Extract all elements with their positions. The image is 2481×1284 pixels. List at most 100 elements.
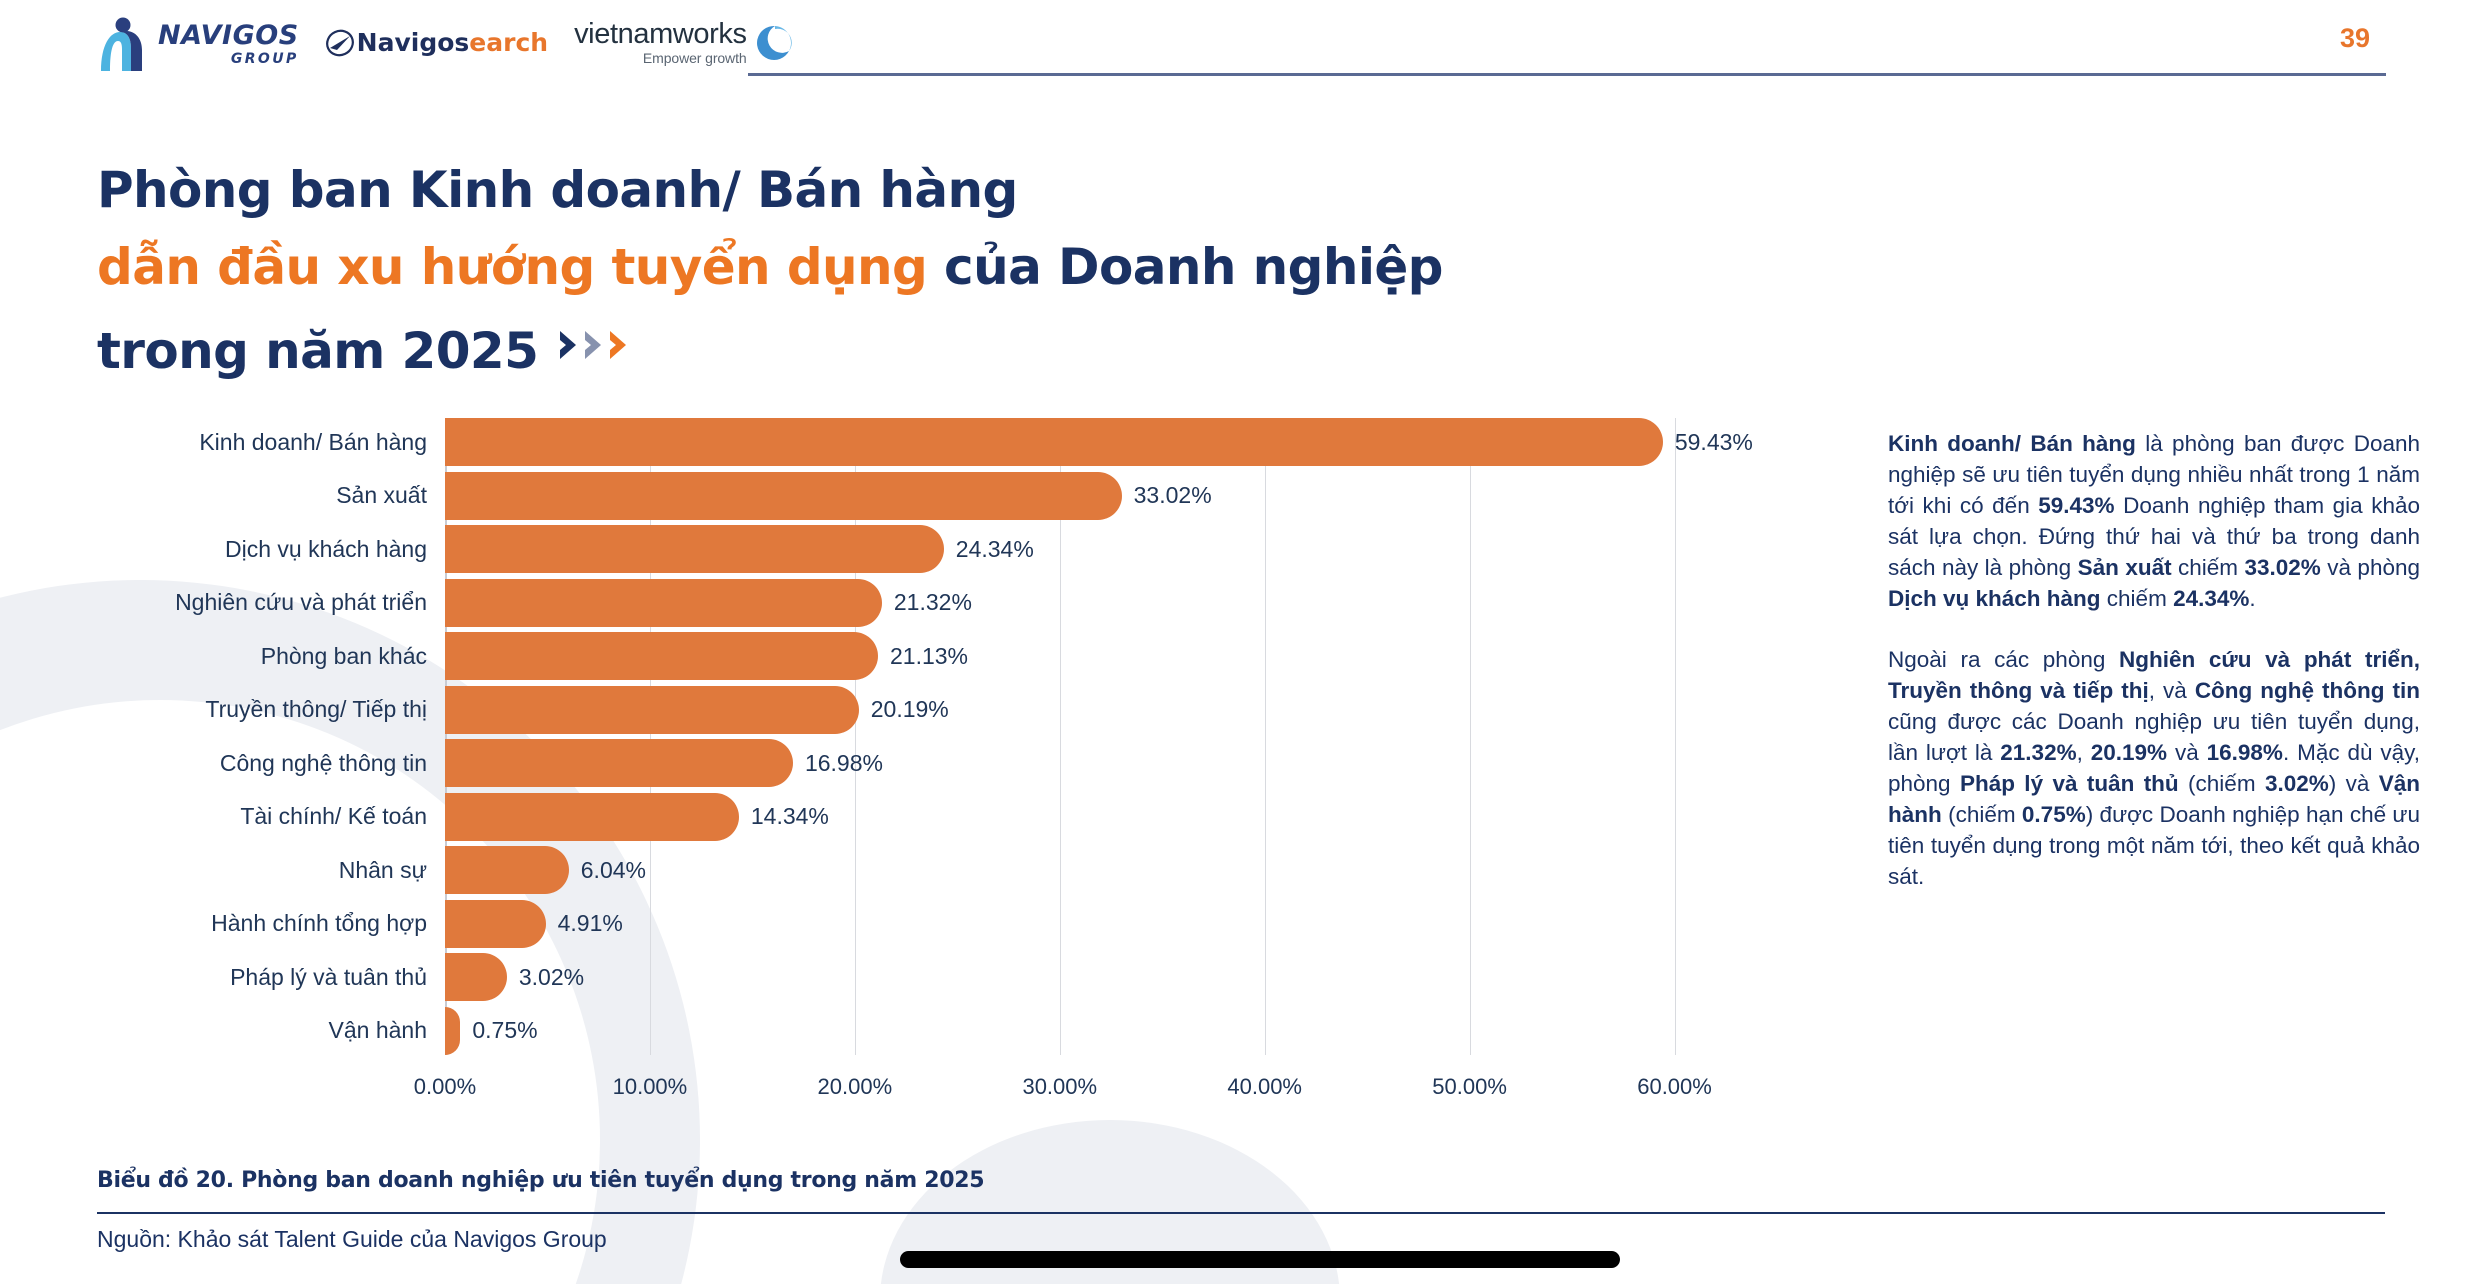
chart-x-tick-label: 50.00%	[1432, 1074, 1507, 1099]
chart-bar-row[interactable]: Nghiên cứu và phát triển 21.32%	[97, 578, 1777, 627]
chart-category-label: Dịch vụ khách hàng	[224, 535, 427, 562]
home-indicator-bar[interactable]	[900, 1251, 1620, 1268]
navigos-group-logo: NAVIGOS GROUP	[98, 12, 299, 74]
chart-bar[interactable]	[445, 578, 882, 627]
page-header: NAVIGOS GROUP Navigosearch vietnamwork	[0, 0, 2481, 96]
chart-bar-value-label: 14.34%	[750, 803, 829, 830]
chart-bar[interactable]	[445, 685, 859, 734]
title-line-2-rest: của Doanh nghiệp	[927, 238, 1443, 296]
chart-bar-value-label: 20.19%	[870, 696, 949, 723]
chevron-right-icon-gray	[583, 306, 605, 359]
chart-rows: Kinh doanh/ Bán hàng 59.43% Sản xuất 33.02%…	[97, 418, 1777, 1055]
header-divider	[748, 73, 2386, 76]
chart-bar-container: 16.98%	[445, 739, 1777, 788]
page-number: 39	[2340, 23, 2371, 53]
chart-bar-row[interactable]: Dịch vụ khách hàng 24.34%	[97, 525, 1777, 574]
gridline	[1264, 418, 1266, 1055]
gridline	[854, 418, 856, 1055]
gridline	[1674, 418, 1676, 1055]
chart-bar[interactable]	[445, 525, 944, 574]
chart-bar[interactable]	[445, 471, 1122, 520]
chart-bar-container: 4.91%	[445, 899, 1777, 948]
chart-bar-container: 20.19%	[445, 685, 1777, 734]
page-title: Phòng ban Kinh doanh/ Bán hàng dẫn đầu x…	[97, 152, 1443, 390]
gridline	[1469, 418, 1471, 1055]
chart-x-tick-label: 20.00%	[817, 1074, 893, 1099]
chart-bar-row[interactable]: Kinh doanh/ Bán hàng 59.43%	[97, 418, 1777, 466]
chart-y-axis	[445, 418, 447, 1055]
chart-bar-container: 59.43%	[445, 418, 1777, 466]
navigos-group-sub-text: GROUP	[230, 51, 299, 67]
chart-bar[interactable]	[445, 899, 546, 948]
chart-bar-value-label: 24.34%	[955, 535, 1034, 562]
chart-bar-row[interactable]: Truyền thông/ Tiếp thị 20.19%	[97, 685, 1777, 734]
chart-category-label: Truyền thông/ Tiếp thị	[205, 696, 427, 723]
chart-bar-value-label: 6.04%	[580, 856, 646, 883]
vietnamworks-main-text: vietnamworks	[574, 17, 747, 50]
commentary-panel: Kinh doanh/ Bán hàng là phòng ban được D…	[1888, 428, 2420, 892]
chart-bar-container: 0.75%	[445, 1006, 1777, 1055]
chart-x-tick-label: 10.00%	[612, 1074, 688, 1099]
chart-category-label: Nghiên cứu và phát triển	[175, 589, 427, 616]
navigos-group-main-text: NAVIGOS	[158, 20, 299, 51]
chart-caption: Biểu đồ 20. Phòng ban doanh nghiệp ưu ti…	[97, 1168, 985, 1193]
chart-bar-value-label: 21.13%	[890, 642, 969, 669]
chart-bar[interactable]	[445, 792, 739, 841]
chart-category-label: Phòng ban khác	[260, 642, 427, 669]
chart-bar-container: 21.13%	[445, 632, 1777, 681]
chart-category-label: Vận hành	[328, 1017, 427, 1044]
chart-bar-value-label: 59.43%	[1674, 428, 1753, 455]
bar-chart: Kinh doanh/ Bán hàng 59.43% Sản xuất 33.02%…	[97, 418, 1777, 1158]
chart-category-label: Sản xuất	[336, 482, 427, 509]
chart-bar-value-label: 4.91%	[557, 910, 623, 937]
chart-bar-value-label: 16.98%	[804, 749, 883, 776]
chart-bar-container: 24.34%	[445, 525, 1777, 574]
chart-bar-row[interactable]: Sản xuất 33.02%	[97, 471, 1777, 520]
chart-bar-container: 33.02%	[445, 471, 1777, 520]
chart-bar-row[interactable]: Nhân sự 6.04%	[97, 846, 1777, 895]
chevron-right-icon-navy	[558, 306, 580, 359]
chart-bar[interactable]	[445, 846, 569, 895]
chart-category-label: Hành chính tổng hợp	[211, 910, 427, 937]
chevron-right-icon-orange	[608, 306, 630, 359]
source-divider	[97, 1212, 2385, 1214]
chart-bar[interactable]	[445, 632, 878, 681]
chart-bar-row[interactable]: Công nghệ thông tin 16.98%	[97, 739, 1777, 788]
chart-x-axis: 0.00% 10.00% 20.00% 30.00% 40.00% 50.00% 60.00…	[414, 1060, 1777, 1112]
title-accent-text: dẫn đầu xu hướng tuyển dụng	[97, 238, 928, 296]
vietnamworks-wordmark: vietnamworks Empower growth	[574, 17, 747, 68]
vietnamworks-logo: vietnamworks Empower growth	[574, 12, 794, 74]
navigos-group-wordmark: NAVIGOS GROUP	[158, 22, 299, 74]
chevron-decoration	[558, 306, 630, 359]
chart-bar-value-label: 33.02%	[1133, 482, 1212, 509]
chart-bar-row[interactable]: Phòng ban khác 21.13%	[97, 632, 1777, 681]
navigos-figure-icon	[98, 16, 154, 74]
navigos-search-wordmark: Navigosearch	[357, 30, 548, 56]
chart-bar-row[interactable]: Pháp lý và tuân thủ 3.02%	[97, 953, 1777, 1002]
chart-bar[interactable]	[445, 418, 1663, 466]
chart-category-label: Tài chính/ Kế toán	[240, 803, 427, 830]
chart-category-label: Công nghệ thông tin	[219, 749, 427, 776]
chart-bar-row[interactable]: Vận hành 0.75%	[97, 1006, 1777, 1055]
navigos-search-text-navy: Navigos	[356, 28, 470, 57]
navigos-search-swoosh-icon	[325, 28, 355, 58]
chart-category-label: Kinh doanh/ Bán hàng	[199, 428, 427, 455]
chart-bar-row[interactable]: Hành chính tổng hợp 4.91%	[97, 899, 1777, 948]
chart-bar[interactable]	[445, 953, 507, 1002]
title-line-3: trong năm 2025	[97, 306, 1443, 390]
chart-bar-container: 3.02%	[445, 953, 1777, 1002]
chart-bar[interactable]	[445, 739, 793, 788]
chart-bar-container: 14.34%	[445, 792, 1777, 841]
chart-bar-row[interactable]: Tài chính/ Kế toán 14.34%	[97, 792, 1777, 841]
title-line-1: Phòng ban Kinh doanh/ Bán hàng	[97, 161, 1018, 219]
chart-bar-value-label: 21.32%	[893, 589, 972, 616]
chart-category-label: Nhân sự	[338, 856, 427, 883]
vietnamworks-tagline: Empower growth	[642, 50, 747, 67]
chart-bar-container: 21.32%	[445, 578, 1777, 627]
chart-x-tick-label: 0.00%	[413, 1074, 477, 1099]
title-line-3-text: trong năm 2025	[97, 322, 539, 380]
gridline	[649, 418, 651, 1055]
chart-bar[interactable]	[445, 1006, 461, 1055]
chart-bar-value-label: 3.02%	[518, 963, 585, 990]
